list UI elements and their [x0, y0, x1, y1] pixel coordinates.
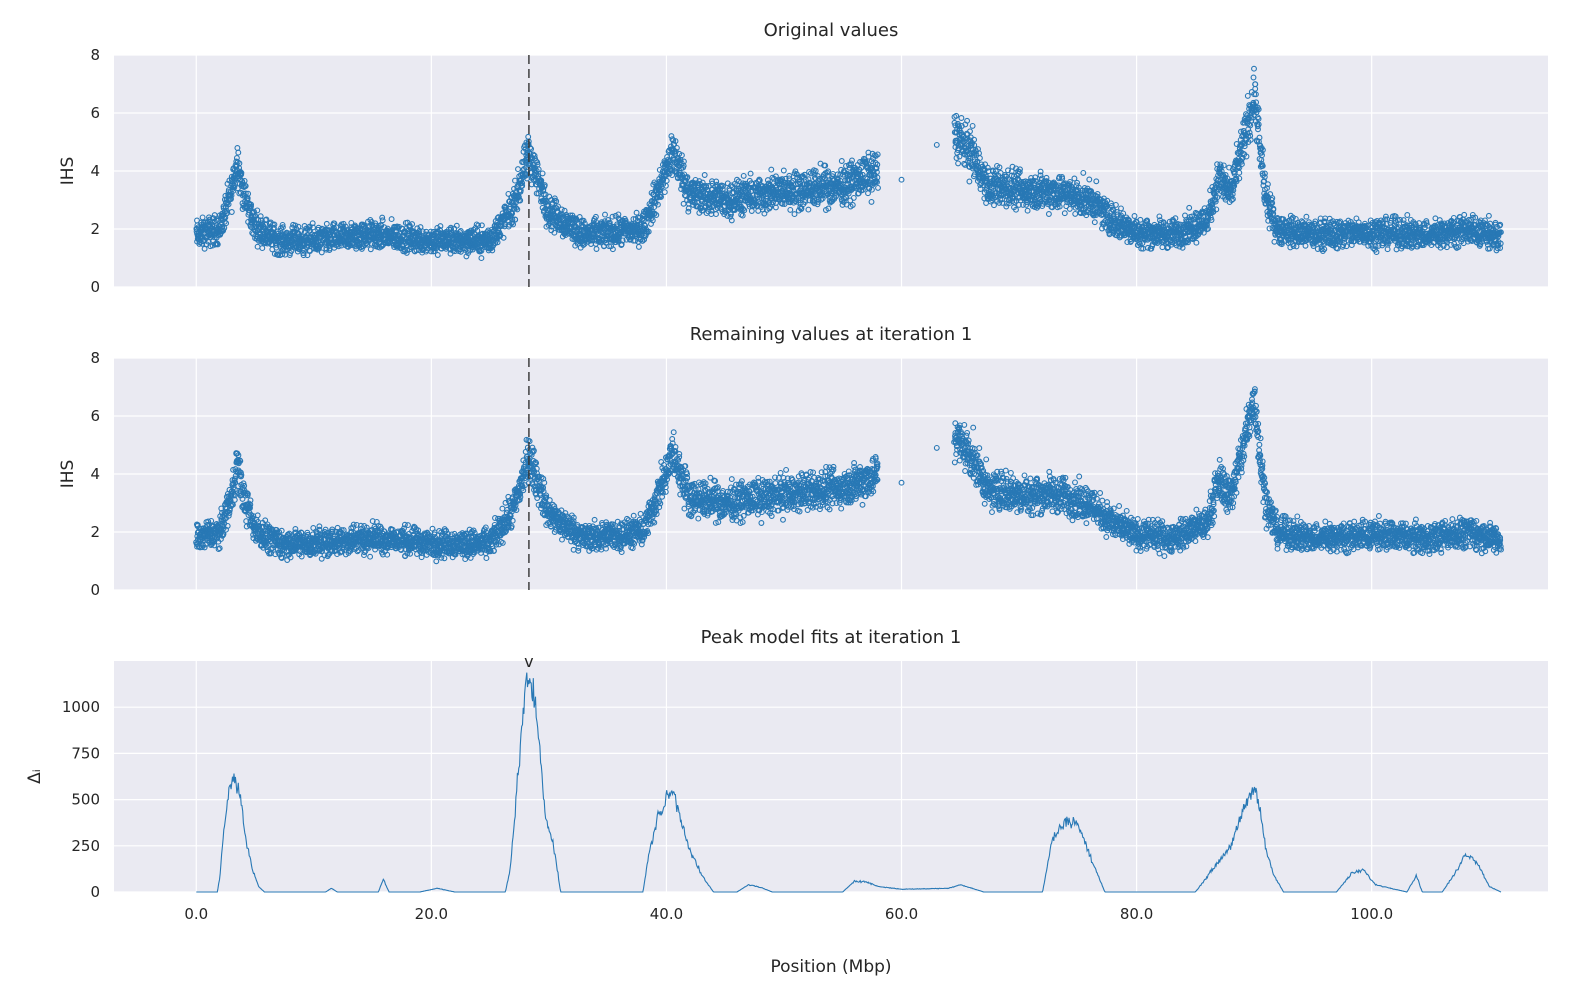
- data-point: [254, 207, 261, 214]
- data-point: [342, 223, 349, 230]
- data-point: [221, 225, 228, 231]
- data-point: [231, 184, 238, 191]
- y-axis-label: IHS: [58, 157, 78, 186]
- data-point: [299, 246, 306, 253]
- data-point: [228, 209, 235, 215]
- data-point: [201, 245, 208, 252]
- data-point: [259, 245, 266, 252]
- data-point: [273, 244, 280, 251]
- data-point: [295, 223, 302, 230]
- data-point: [298, 228, 305, 235]
- data-point: [242, 190, 249, 197]
- data-point: [323, 220, 330, 227]
- data-point: [318, 249, 325, 256]
- data-point: [257, 213, 264, 220]
- data-point: [307, 248, 313, 254]
- data-point: [248, 201, 255, 208]
- data-point: [305, 224, 312, 231]
- data-point: [230, 187, 237, 194]
- data-point: [304, 242, 311, 249]
- data-point: [248, 203, 254, 210]
- data-point: [252, 212, 259, 219]
- data-point: [323, 246, 330, 253]
- data-point: [242, 183, 249, 189]
- data-point: [304, 252, 311, 259]
- data-point: [245, 190, 252, 197]
- data-point: [263, 216, 270, 223]
- data-point: [238, 171, 245, 178]
- y-tick-label: 2: [90, 220, 100, 238]
- y-tick-label: 8: [90, 46, 100, 64]
- data-point: [235, 149, 242, 156]
- data-point: [270, 224, 277, 231]
- panel-title-original: Original values: [764, 20, 899, 41]
- data-point: [279, 221, 286, 228]
- data-point: [214, 241, 221, 248]
- data-point: [309, 220, 316, 227]
- y-tick-label: 0: [90, 278, 100, 296]
- data-point: [353, 245, 360, 252]
- data-point: [228, 196, 234, 202]
- data-point: [199, 214, 206, 221]
- data-point: [315, 242, 322, 249]
- data-point: [292, 222, 299, 229]
- data-point: [271, 221, 278, 228]
- y-tick-label: 6: [90, 104, 100, 122]
- data-point: [356, 229, 363, 236]
- data-point: [310, 224, 316, 231]
- data-point: [220, 227, 227, 234]
- panel-original-values: Original values 0 2 4 6 8 IHS: [58, 20, 1548, 296]
- y-tick-label: 4: [90, 162, 100, 180]
- data-point: [279, 224, 286, 231]
- data-point: [228, 192, 235, 199]
- data-point: [236, 160, 243, 167]
- data-point: [223, 220, 230, 227]
